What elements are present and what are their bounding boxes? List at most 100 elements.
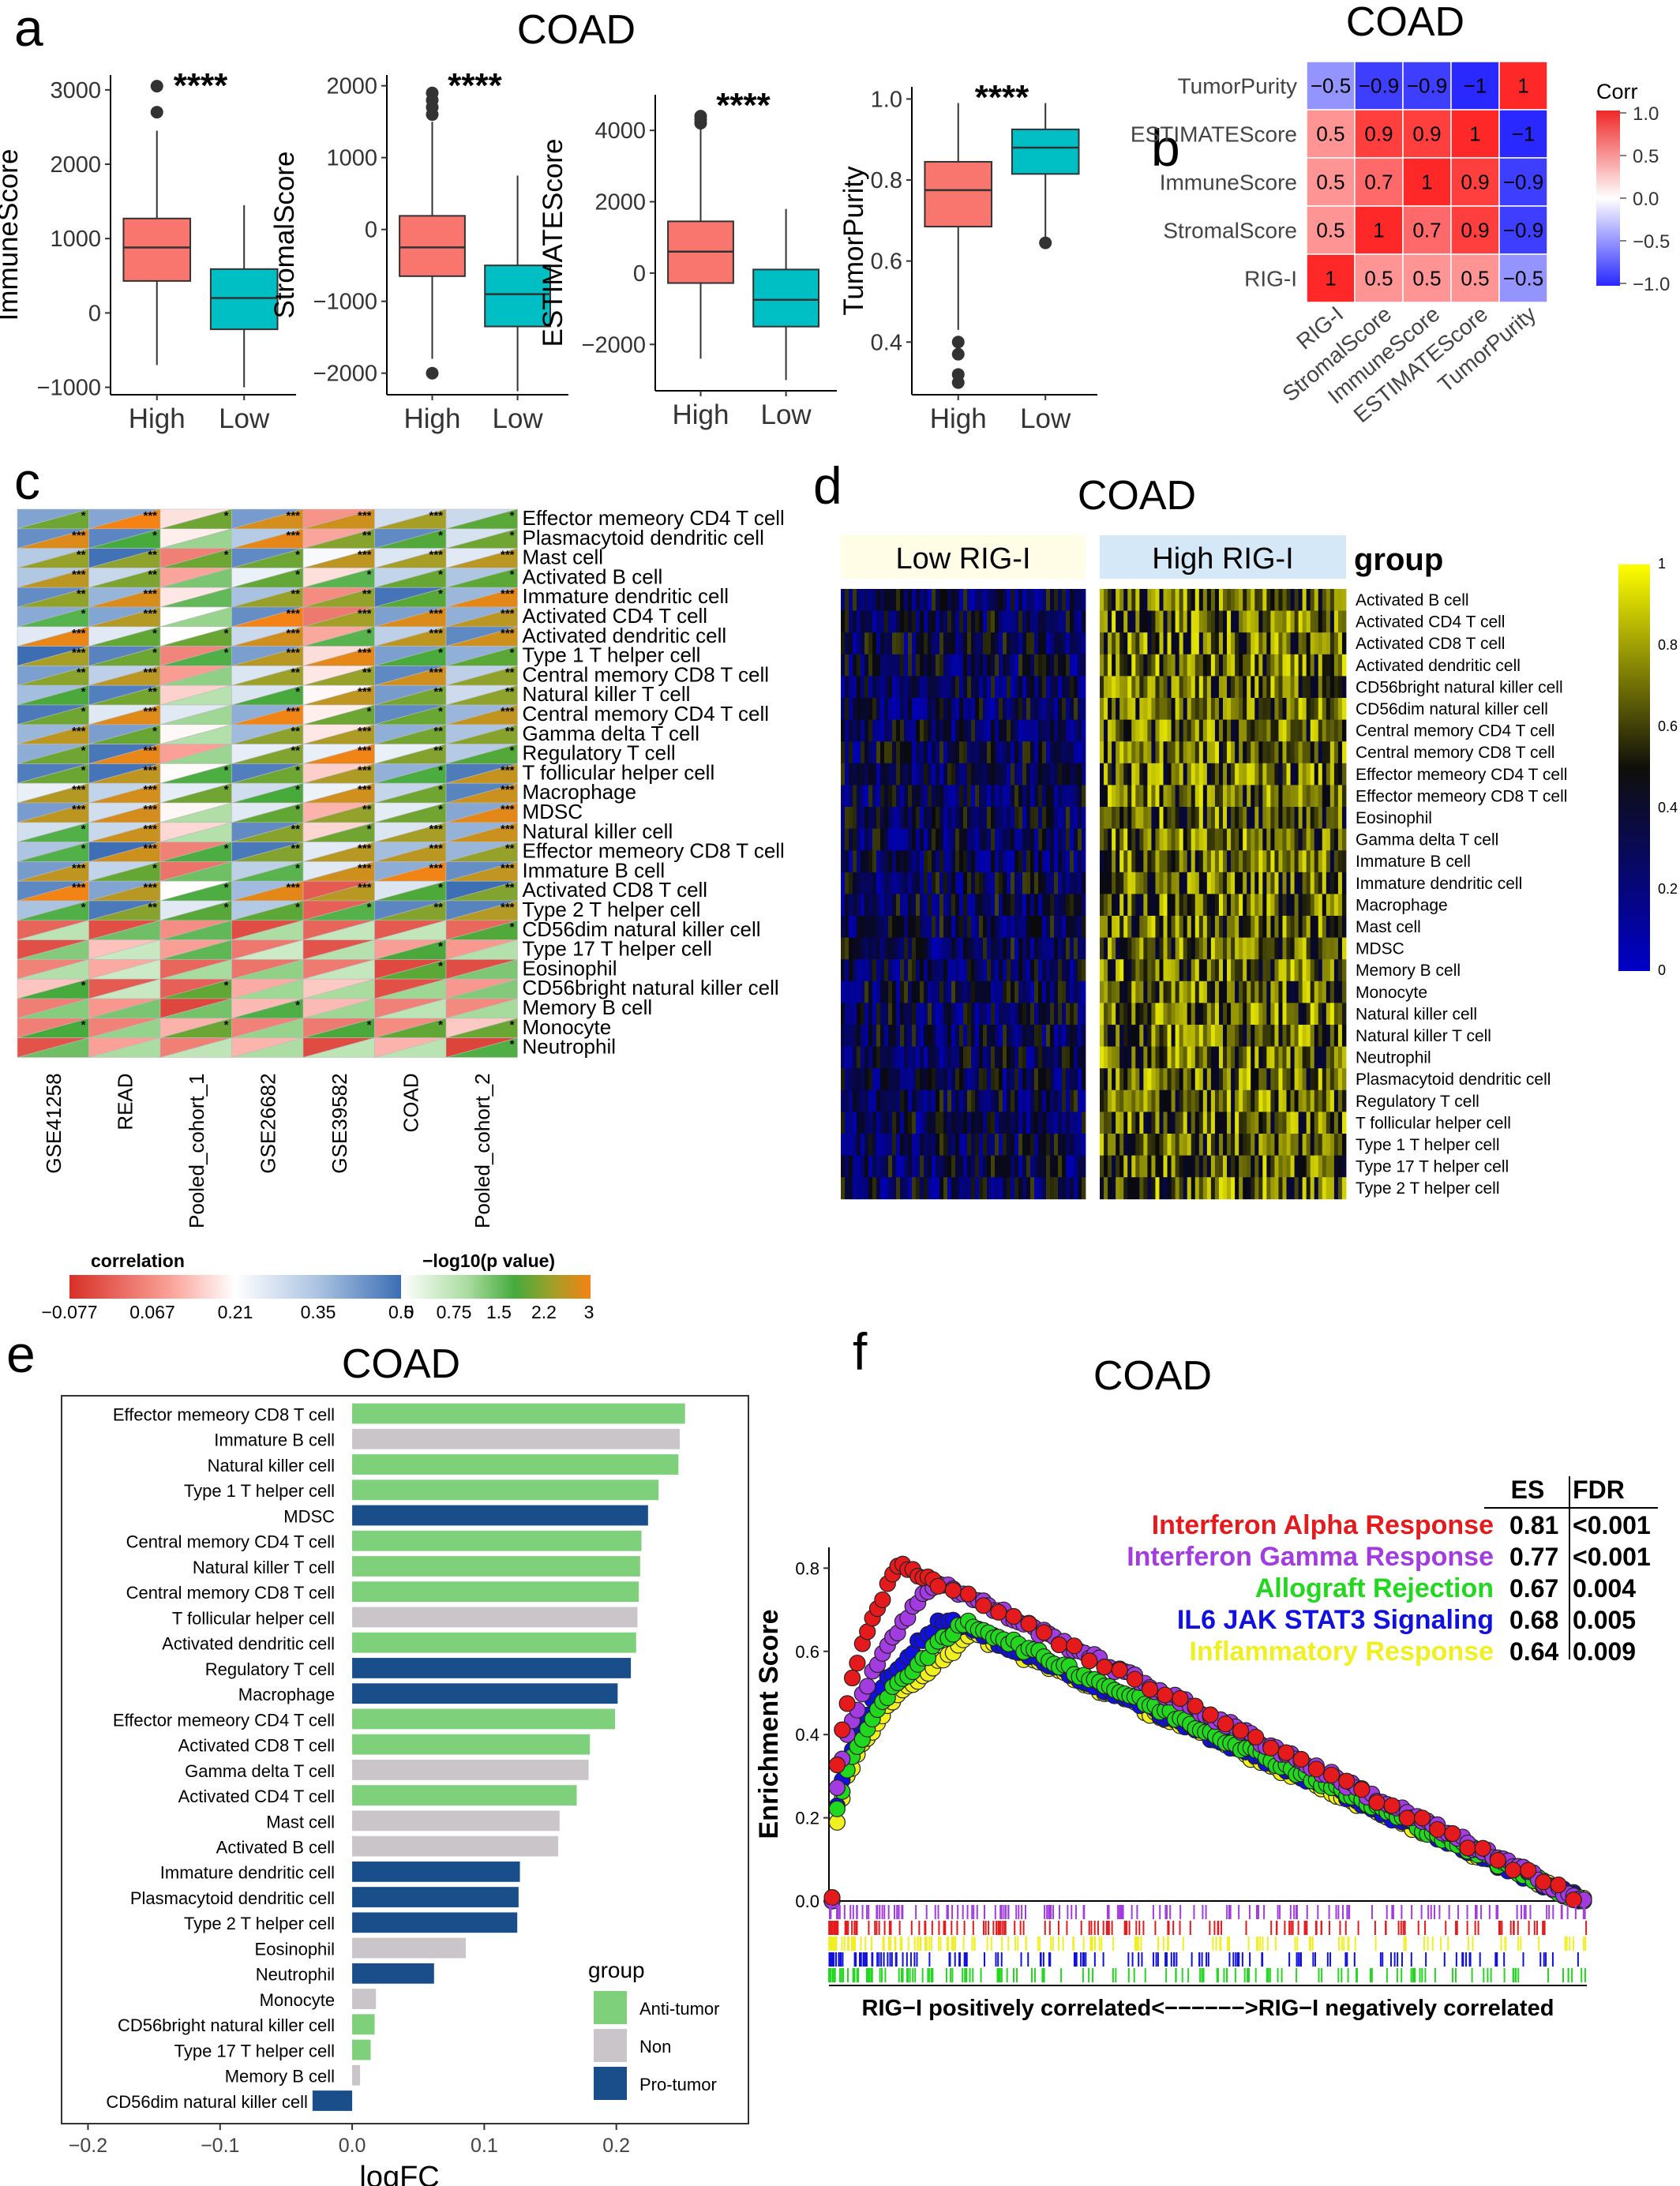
heatmap-cell xyxy=(1294,719,1299,742)
heatmap-cell xyxy=(1278,894,1283,917)
heatmap-cell xyxy=(1302,1177,1307,1200)
heatmap-cell xyxy=(1139,828,1144,851)
heatmap-cell xyxy=(1058,894,1063,917)
heatmap-cell xyxy=(876,741,881,764)
heatmap-cell xyxy=(983,654,988,677)
heatmap-cell xyxy=(951,785,956,808)
heatmap-cell xyxy=(1078,632,1082,655)
heatmap-cell xyxy=(1011,741,1015,764)
heatmap-cell xyxy=(1131,1046,1136,1069)
heatmap-cell xyxy=(1341,937,1347,960)
heatmap-cell xyxy=(1003,763,1007,786)
heatmap-cell xyxy=(876,1089,881,1112)
heatmap-cell xyxy=(1147,1134,1152,1156)
heatmap-cell xyxy=(979,807,984,829)
heatmap-cell xyxy=(1082,1134,1086,1156)
heatmap-cell xyxy=(841,698,846,720)
heatmap-cell xyxy=(908,850,913,873)
heatmap-cell xyxy=(845,589,849,611)
col-label: COAD xyxy=(399,1073,423,1132)
heatmap-cell xyxy=(1278,1134,1283,1156)
heatmap-cell xyxy=(1151,1046,1156,1069)
heatmap-cell xyxy=(900,959,905,982)
heatmap-cell xyxy=(991,981,996,1003)
x-tick-label: Low xyxy=(492,403,543,434)
heatmap-cell xyxy=(853,1068,857,1091)
heatmap-cell xyxy=(947,1134,952,1156)
heatmap-cell xyxy=(1026,1134,1031,1156)
heatmap-cell xyxy=(1058,785,1063,808)
heatmap-cell xyxy=(1314,1025,1319,1047)
heatmap-cell xyxy=(1270,632,1275,655)
heatmap-cell xyxy=(868,1046,873,1069)
heatmap-cell xyxy=(1243,741,1247,764)
heatmap-cell xyxy=(1003,1155,1007,1178)
heatmap-cell xyxy=(1066,1134,1071,1156)
heatmap-cell xyxy=(1239,654,1243,677)
significance-stars: *** xyxy=(501,587,515,601)
heatmap-cell xyxy=(1078,1068,1082,1091)
heatmap-cell xyxy=(845,937,849,960)
heatmap-cell xyxy=(1254,763,1259,786)
heatmap-cell xyxy=(841,872,846,894)
row-label: Macrophage xyxy=(1356,896,1448,914)
heatmap-cell xyxy=(1042,1003,1047,1026)
heatmap-cell xyxy=(1078,610,1082,633)
heatmap-cell xyxy=(857,610,861,633)
heatmap-cell xyxy=(1187,807,1192,829)
heatmap-cell xyxy=(1302,1134,1307,1156)
heatmap-cell xyxy=(943,1134,948,1156)
heatmap-cell xyxy=(1058,850,1063,873)
outlier-point xyxy=(1039,236,1052,249)
heatmap-cell xyxy=(1116,719,1120,742)
significance-stars: *** xyxy=(358,881,372,894)
heatmap-cell xyxy=(849,1068,853,1091)
heatmap-cell xyxy=(1104,763,1108,786)
heatmap-cell xyxy=(1078,959,1082,982)
row-label: Central memory CD8 T cell xyxy=(1356,744,1554,762)
heatmap-cell xyxy=(1198,741,1204,764)
heatmap-cell xyxy=(888,828,893,851)
heatmap-cell xyxy=(912,589,917,611)
heatmap-cell xyxy=(857,807,861,829)
heatmap-cell xyxy=(1202,632,1208,655)
heatmap-cell xyxy=(1198,1089,1204,1112)
heatmap-cell xyxy=(1018,1134,1023,1156)
heatmap-cell xyxy=(1333,807,1339,829)
heatmap-cell xyxy=(1341,654,1347,677)
heatmap-cell xyxy=(1223,959,1228,982)
heatmap-cell xyxy=(861,937,865,960)
heatmap-cell xyxy=(841,632,846,655)
significance-stars: * xyxy=(438,529,443,542)
heatmap-cell xyxy=(1159,1155,1164,1178)
heatmap-cell xyxy=(928,807,932,829)
heatmap-cell xyxy=(1251,1068,1255,1091)
heatmap-cell xyxy=(888,872,893,894)
heatmap-cell xyxy=(1030,894,1035,917)
heatmap-cell xyxy=(1310,741,1315,764)
heatmap-cell xyxy=(888,850,893,873)
outlier-point xyxy=(694,117,707,130)
heatmap-cell xyxy=(967,937,972,960)
heatmap-cell xyxy=(932,850,936,873)
heatmap-cell xyxy=(1070,1177,1074,1200)
heatmap-cell xyxy=(1011,959,1015,982)
heatmap-cell xyxy=(1143,981,1148,1003)
heatmap-cell xyxy=(1147,676,1152,699)
heatmap-cell xyxy=(983,763,988,786)
heatmap-cell xyxy=(1030,763,1035,786)
y-tick-label: 0.8 xyxy=(795,1558,819,1578)
bar-label: Neutrophil xyxy=(256,1965,335,1985)
heatmap-cell xyxy=(845,959,849,982)
heatmap-cell xyxy=(1054,698,1059,720)
heatmap-cell xyxy=(1310,763,1315,786)
heatmap-cell xyxy=(1227,1134,1232,1156)
heatmap-cell xyxy=(1239,937,1243,960)
heatmap-cell xyxy=(1011,1177,1015,1200)
heatmap-cell xyxy=(853,981,857,1003)
legend-tick-label: −0.5 xyxy=(1633,231,1670,253)
heatmap-cell xyxy=(991,850,996,873)
heatmap-cell xyxy=(1054,1177,1059,1200)
heatmap-cell xyxy=(1254,785,1259,808)
significance-stars: * xyxy=(81,744,86,758)
